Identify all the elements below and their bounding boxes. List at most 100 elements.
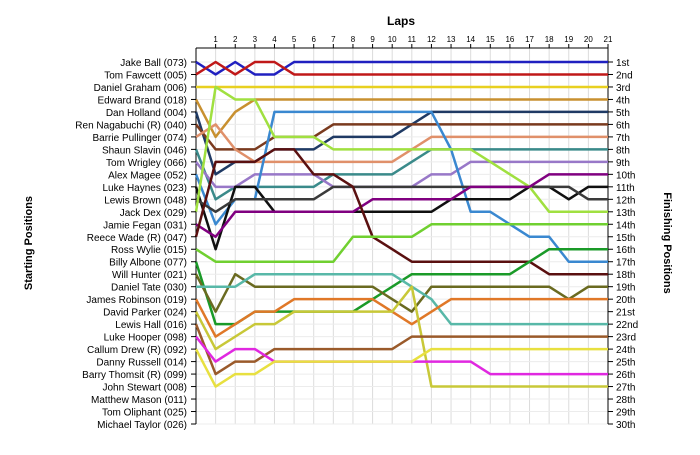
- finishing-position-label: 12th: [616, 195, 635, 206]
- finishing-position-label: 6th: [616, 120, 630, 131]
- starting-grid-label: Shaun Slavin (046): [102, 145, 187, 156]
- x-tick-label: 15: [486, 35, 495, 44]
- series-line: [194, 85, 608, 214]
- x-tick-label: 13: [447, 35, 456, 44]
- starting-grid-label: Tom Wrigley (066): [106, 158, 187, 169]
- x-tick-label: 6: [311, 35, 316, 44]
- x-tick-label: 5: [292, 35, 297, 44]
- x-tick-label: 8: [351, 35, 356, 44]
- starting-grid-label: Alex Magee (052): [108, 170, 187, 181]
- x-tick-label: 4: [272, 35, 277, 44]
- x-tick-label: 7: [331, 35, 336, 44]
- finishing-position-label: 8th: [616, 145, 630, 156]
- finishing-position-label: 14th: [616, 220, 635, 231]
- x-tick-label: 21: [604, 35, 613, 44]
- x-tick-label: 3: [253, 35, 258, 44]
- x-tick-label: 14: [466, 35, 475, 44]
- starting-grid-label: Dan Holland (004): [106, 108, 187, 119]
- starting-grid-label: Lewis Brown (048): [104, 195, 187, 206]
- starting-grid-label: Barrie Pullinger (074): [93, 133, 188, 144]
- finishing-position-label: 3rd: [616, 83, 630, 94]
- starting-grid-label: Danny Russell (014): [96, 358, 187, 369]
- series-line: [194, 297, 608, 338]
- series-line: [195, 60, 608, 76]
- x-tick-label: 11: [408, 35, 417, 44]
- x-tick-label: 12: [427, 35, 436, 44]
- starting-grid-label: Luke Hooper (098): [104, 333, 187, 344]
- finishing-position-label: 4th: [616, 95, 630, 106]
- starting-grid-label: Edward Brand (018): [98, 95, 188, 106]
- finishing-position-label: 13th: [616, 208, 635, 219]
- starting-grid-label: James Robinson (019): [86, 295, 187, 306]
- starting-grid-label: Barry Thomsit (R) (099): [82, 370, 187, 381]
- finishing-position-label: 28th: [616, 395, 635, 406]
- series-line: [195, 223, 608, 263]
- series-line: [194, 272, 608, 313]
- starting-grid-label: Jamie Fegan (031): [103, 220, 187, 231]
- starting-grid-label: Will Hunter (021): [112, 270, 187, 281]
- series-line: [194, 98, 608, 139]
- series-line: [194, 148, 608, 276]
- left-axis-title: Starting Positions: [23, 196, 35, 290]
- finishing-position-label: 22nd: [616, 320, 638, 331]
- finishing-position-label: 23rd: [616, 333, 636, 344]
- starting-grid-label: Billy Albone (077): [109, 258, 187, 269]
- x-tick-label: 18: [545, 35, 554, 44]
- starting-grid-label: David Parker (024): [103, 308, 187, 319]
- series-line: [196, 272, 608, 326]
- finishing-position-label: 18th: [616, 270, 635, 281]
- series-line: [194, 148, 608, 201]
- x-tick-label: 10: [388, 35, 397, 44]
- finishing-position-label: 24th: [616, 345, 635, 356]
- starting-grid-label: Reece Wade (R) (047): [87, 233, 187, 244]
- starting-grid-labels: Jake Ball (073)Tom Fawcett (005) Daniel G…: [75, 58, 196, 431]
- series-line: [195, 60, 608, 76]
- starting-grid-label: Matthew Mason (011): [91, 395, 187, 406]
- starting-grid-label: Jack Dex (029): [120, 208, 187, 219]
- finishing-position-label: 29th: [616, 408, 635, 419]
- finishing-position-label: 2nd: [616, 70, 633, 81]
- x-tick-label: 9: [370, 35, 375, 44]
- series-line: [195, 123, 608, 164]
- x-tick-label: 17: [525, 35, 534, 44]
- x-tick-label: 16: [505, 35, 514, 44]
- right-axis-title: Finishing Positions: [661, 192, 673, 293]
- series-line: [195, 185, 608, 214]
- starting-grid-label: Callum Drew (R) (092): [87, 345, 187, 356]
- series-line: [195, 173, 608, 239]
- series-line: [194, 347, 608, 388]
- finishing-position-label: 27th: [616, 383, 635, 394]
- finishing-position-label: 1st: [616, 58, 630, 69]
- finishing-position-label: 26th: [616, 370, 635, 381]
- finishing-position-label: 16th: [616, 245, 635, 256]
- finishing-position-label: 25th: [616, 358, 635, 369]
- starting-grid-label: Daniel Graham (006): [94, 83, 187, 94]
- starting-grid-label: Tom Fawcett (005): [104, 70, 187, 81]
- finishing-position-label: 17th: [616, 258, 635, 269]
- finishing-position-label: 20th: [616, 295, 635, 306]
- series-lines: [194, 60, 608, 388]
- series-line: [195, 123, 608, 151]
- finishing-position-label: 19th: [616, 283, 635, 294]
- x-tick-label: 1: [213, 35, 218, 44]
- finishing-position-label: 10th: [616, 170, 635, 181]
- finishing-position-label: 21st: [616, 308, 635, 319]
- starting-grid-label: Ross Wylie (015): [111, 245, 187, 256]
- starting-grid-label: Daniel Tate (030): [111, 283, 187, 294]
- starting-grid-label: Luke Haynes (023): [103, 183, 188, 194]
- finishing-position-label: 15th: [616, 233, 635, 244]
- finishing-position-label: 11th: [616, 183, 635, 194]
- starting-grid-label: Ren Nagabuchi (R) (040): [75, 120, 187, 131]
- x-tick-label: 2: [233, 35, 238, 44]
- starting-grid-label: Lewis Hall (016): [115, 320, 187, 331]
- x-axis-title: Laps: [387, 14, 415, 28]
- finishing-position-label: 5th: [616, 108, 630, 119]
- finishing-position-label: 30th: [616, 420, 635, 431]
- x-axis-ticks: 1 2 3 4 5 6 7 8 9 10 11 12 13 14 15 16 17 18 19 20 21: [213, 35, 613, 48]
- starting-grid-label: Jake Ball (073): [120, 58, 187, 69]
- finishing-position-label: 7th: [616, 133, 630, 144]
- starting-grid-label: Tom Oliphant (025): [102, 408, 187, 419]
- series-line: [194, 285, 608, 388]
